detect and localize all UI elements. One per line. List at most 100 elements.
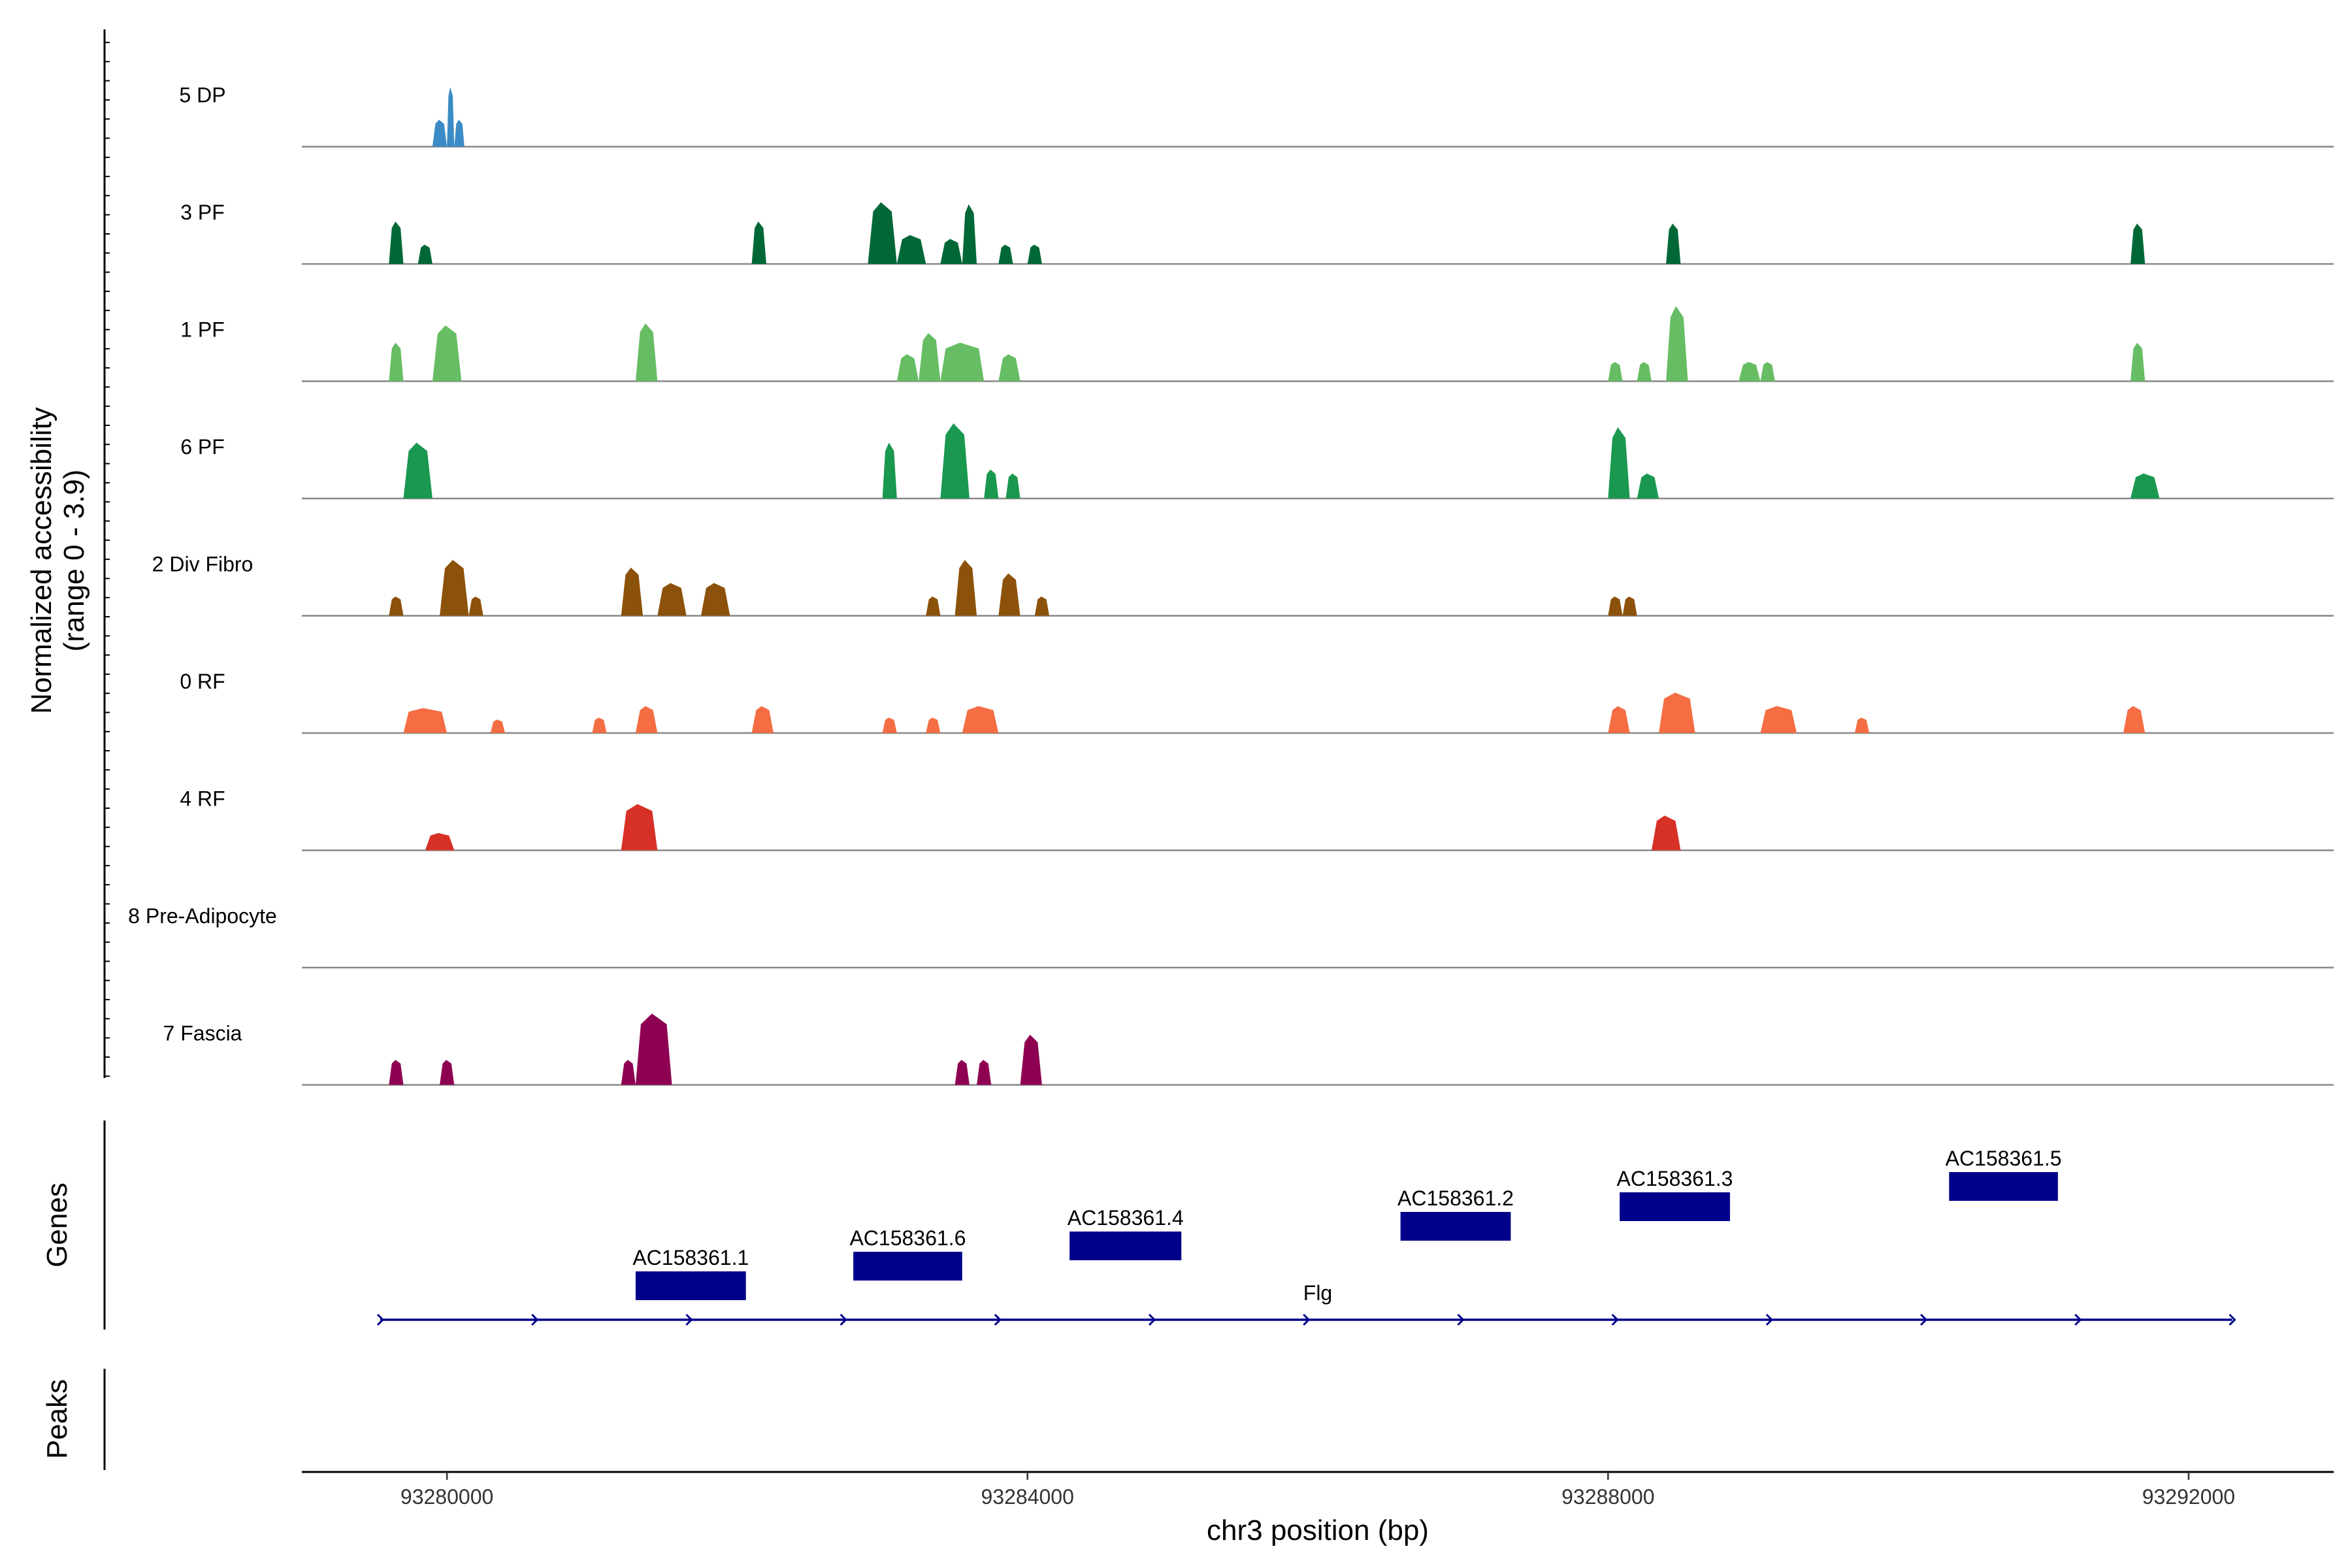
accessibility-peak xyxy=(440,1060,455,1085)
accessibility-peak xyxy=(1034,596,1049,616)
track-label: 6 PF xyxy=(180,435,225,459)
accessibility-peak xyxy=(403,442,433,498)
accessibility-peak xyxy=(1651,815,1681,851)
track-label: 8 Pre-Adipocyte xyxy=(128,904,277,928)
accessibility-peak xyxy=(592,717,607,733)
strand-arrow xyxy=(685,1313,693,1326)
track-5-dp: 5 DP xyxy=(179,84,2334,148)
accessibility-peak xyxy=(1608,427,1630,498)
accessibility-peak xyxy=(751,706,774,733)
accessibility-peak xyxy=(1739,362,1761,382)
accessibility-peak xyxy=(882,717,897,733)
y-axis-title-line2: (range 0 - 3.9) xyxy=(58,470,90,652)
accessibility-peak xyxy=(998,573,1021,616)
accessibility-peak xyxy=(700,583,730,616)
accessibility-peak xyxy=(657,583,687,616)
track-6-pf: 6 PF xyxy=(180,423,2334,500)
accessibility-peak xyxy=(955,1060,970,1085)
accessibility-peak xyxy=(882,442,897,498)
accessibility-peak xyxy=(926,596,941,616)
track-1-pf: 1 PF xyxy=(180,306,2334,382)
accessibility-peak xyxy=(751,221,766,264)
accessibility-peak xyxy=(1608,362,1623,382)
track-label: 3 PF xyxy=(180,201,225,224)
coverage-tracks: 5 DP 3 PF 1 PF 6 PF 2 Div Fibro 0 RF 4 RF 8 Pre… xyxy=(128,84,2334,1086)
x-tick-label: 93280000 xyxy=(400,1485,493,1509)
accessibility-peak xyxy=(621,1060,636,1085)
accessibility-peak xyxy=(962,706,999,733)
strand-arrow xyxy=(531,1313,539,1326)
track-label: 5 DP xyxy=(179,84,225,107)
track-0-rf: 0 RF xyxy=(180,670,2334,734)
gene-label: AC158361.3 xyxy=(1617,1167,1733,1190)
gene-label: AC158361.4 xyxy=(1068,1206,1184,1230)
gene-annotations: Flg AC158361.1 AC158361.6 AC158361.4 AC15836… xyxy=(376,1147,2236,1326)
accessibility-peak xyxy=(389,596,404,616)
accessibility-peak xyxy=(635,1013,672,1085)
accessibility-peak xyxy=(919,333,941,382)
track-label: 0 RF xyxy=(180,670,225,693)
track-label: 1 PF xyxy=(180,318,225,342)
accessibility-peak xyxy=(926,717,941,733)
strand-arrow xyxy=(2074,1313,2082,1326)
track-4-rf: 4 RF xyxy=(180,787,2334,851)
accessibility-peak xyxy=(621,804,658,851)
x-tick-label: 93284000 xyxy=(981,1485,1074,1509)
accessibility-peak xyxy=(1027,244,1042,264)
track-label: 4 RF xyxy=(180,787,225,811)
accessibility-peak xyxy=(432,325,462,382)
gene-label: AC158361.6 xyxy=(849,1226,966,1250)
accessibility-peak xyxy=(1637,362,1652,382)
gene-body xyxy=(1070,1232,1182,1260)
strand-arrow xyxy=(840,1313,847,1326)
track-7-fascia: 7 Fascia xyxy=(163,1013,2334,1086)
x-tick-label: 93292000 xyxy=(2142,1485,2235,1509)
accessibility-peak xyxy=(454,120,465,147)
strand-arrow xyxy=(1765,1313,1773,1326)
strand-arrow xyxy=(1457,1313,1465,1326)
track-8-pre-adipocyte: 8 Pre-Adipocyte xyxy=(128,904,2334,969)
accessibility-peak xyxy=(940,423,970,498)
accessibility-peak xyxy=(440,560,469,616)
peaks-panel-label: Peaks xyxy=(41,1379,73,1459)
track-label: 7 Fascia xyxy=(163,1022,242,1045)
x-tick-label: 93288000 xyxy=(1561,1485,1654,1509)
accessibility-peak xyxy=(1659,693,1695,733)
accessibility-peak xyxy=(940,342,985,382)
accessibility-peak xyxy=(868,202,897,264)
accessibility-peak xyxy=(998,244,1013,264)
accessibility-peak xyxy=(998,354,1021,382)
accessibility-peak xyxy=(984,469,999,498)
accessibility-peak xyxy=(1854,717,1870,733)
strand-arrow xyxy=(2229,1313,2236,1326)
accessibility-peak xyxy=(1666,306,1688,382)
gene-label-flg: Flg xyxy=(1303,1281,1332,1305)
accessibility-peak xyxy=(1637,473,1659,498)
accessibility-peak xyxy=(621,567,643,616)
accessibility-peak xyxy=(1608,596,1623,616)
x-axis-title: chr3 position (bp) xyxy=(1207,1514,1429,1546)
accessibility-peak xyxy=(635,706,658,733)
gene-label: AC158361.1 xyxy=(632,1246,749,1269)
accessibility-peak xyxy=(962,204,977,264)
accessibility-peak xyxy=(1622,596,1637,616)
accessibility-peak xyxy=(1005,473,1021,498)
strand-arrow xyxy=(376,1313,385,1326)
accessibility-peak xyxy=(417,244,433,264)
accessibility-peak xyxy=(432,120,448,147)
accessibility-peak xyxy=(389,221,404,264)
accessibility-peak xyxy=(468,596,483,616)
strand-arrow xyxy=(1920,1313,1928,1326)
gene-body xyxy=(853,1252,962,1281)
accessibility-peak xyxy=(955,560,977,616)
gene-body xyxy=(1620,1192,1730,1221)
accessibility-peak xyxy=(403,708,448,733)
accessibility-peak xyxy=(2131,473,2160,498)
genes-panel-label: Genes xyxy=(41,1183,73,1267)
x-axis: 93280000 93284000 93288000 93292000 xyxy=(302,1471,2334,1509)
gene-body xyxy=(1949,1172,2058,1201)
accessibility-peak xyxy=(1608,706,1630,733)
gene-body xyxy=(1400,1212,1511,1241)
y-axis-title-line1: Normalized accessibility xyxy=(25,407,57,713)
